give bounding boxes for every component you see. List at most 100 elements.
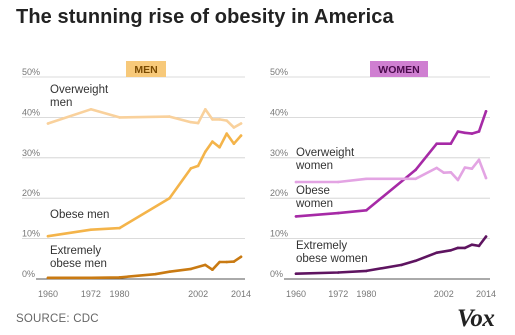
data-point <box>414 259 417 263</box>
data-point <box>168 196 171 200</box>
x-tick-label: 1980 <box>356 289 376 299</box>
data-point <box>470 132 474 135</box>
y-tick-label: 0% <box>22 269 35 279</box>
series-label-line: Obese <box>296 185 330 197</box>
data-point <box>211 140 214 143</box>
y-tick-label: 20% <box>22 188 40 198</box>
data-point <box>294 180 298 184</box>
data-point <box>189 267 193 271</box>
data-point <box>336 180 340 184</box>
data-point <box>211 118 214 121</box>
data-point <box>294 215 298 218</box>
data-point <box>211 268 214 272</box>
data-point <box>89 108 93 111</box>
series-label: Obese women <box>295 185 333 210</box>
data-point <box>189 120 193 124</box>
data-point <box>365 209 368 212</box>
chart-title: The stunning rise of obesity in America <box>16 6 394 28</box>
x-tick-label: 1960 <box>38 289 58 299</box>
y-tick-label: 10% <box>270 229 288 239</box>
series-label-line: women <box>295 160 333 172</box>
y-tick-label: 50% <box>22 67 40 77</box>
data-point <box>294 272 298 276</box>
series-line <box>46 108 243 129</box>
data-point <box>365 269 368 273</box>
data-point <box>435 166 439 170</box>
y-tick-label: 20% <box>270 188 288 198</box>
data-point <box>232 260 236 263</box>
data-point <box>218 146 221 149</box>
data-point <box>463 166 467 169</box>
series-label: Overweight men <box>50 84 109 109</box>
y-tick-label: 30% <box>270 148 288 158</box>
series-label-line: Overweight <box>296 147 355 159</box>
series-label-line: women <box>295 198 333 210</box>
data-point <box>232 142 236 145</box>
series-label-line: obese men <box>50 258 107 270</box>
data-point <box>204 108 207 111</box>
series-line <box>46 132 243 238</box>
panel-badge <box>126 61 166 77</box>
data-point <box>477 244 481 248</box>
y-tick-label: 40% <box>270 107 288 117</box>
x-tick-label: 1972 <box>328 289 348 299</box>
data-point <box>46 122 50 125</box>
data-point <box>239 255 243 259</box>
x-tick-label: 1980 <box>109 289 129 299</box>
series-line <box>294 158 488 184</box>
data-point <box>239 122 243 125</box>
y-tick-label: 30% <box>22 148 40 158</box>
y-tick-label: 50% <box>270 67 288 77</box>
data-point <box>400 263 403 267</box>
data-point <box>218 118 221 121</box>
data-point <box>470 167 474 170</box>
data-point <box>118 226 121 230</box>
data-point <box>449 171 453 174</box>
y-tick-label: 10% <box>22 229 40 239</box>
data-point <box>168 115 171 118</box>
series-label: Extremely obese women <box>296 240 368 265</box>
data-point <box>456 246 460 250</box>
x-tick-label: 2014 <box>231 289 251 299</box>
data-point <box>456 178 460 182</box>
data-point <box>168 270 171 274</box>
data-point <box>204 263 207 267</box>
y-tick-label: 40% <box>22 107 40 117</box>
x-tick-label: 2002 <box>434 289 454 299</box>
panel-women: 0% 10% 20% 30% 40% 50% 1960 1972 1980 2002 2014 WOM… <box>270 61 496 299</box>
data-point <box>218 260 221 264</box>
data-point <box>118 116 121 119</box>
panel-men: 0% 10% 20% 30% 40% 50% 1960 1972 1980 2002 2014 MEN… <box>22 61 251 299</box>
data-point <box>414 168 417 172</box>
x-tick-label: 1960 <box>286 289 306 299</box>
panel-badge <box>370 61 428 77</box>
data-point <box>463 131 467 135</box>
series-label-line: Extremely <box>50 245 101 257</box>
data-point <box>442 171 446 174</box>
panel-badge-label: MEN <box>134 64 157 76</box>
data-point <box>484 235 488 238</box>
panel-badge-label: WOMEN <box>378 64 419 76</box>
x-tick-label: 2002 <box>188 289 208 299</box>
series-label-line: Extremely <box>296 240 347 252</box>
x-tick-label: 1972 <box>81 289 101 299</box>
data-point <box>449 249 453 252</box>
data-point <box>89 276 93 280</box>
data-point <box>477 158 481 162</box>
data-point <box>470 243 474 246</box>
series-label-line: Overweight <box>50 84 109 96</box>
data-point <box>484 176 488 180</box>
data-point <box>435 251 439 254</box>
data-point <box>196 164 200 168</box>
data-point <box>435 142 439 145</box>
series-label-line: Obese men <box>50 209 109 221</box>
data-point <box>118 276 121 279</box>
data-point <box>225 132 228 135</box>
data-point <box>463 246 467 250</box>
data-point <box>232 126 236 129</box>
series-label: Overweight women <box>295 147 355 172</box>
data-point <box>456 130 460 133</box>
series-label: Obese men <box>50 209 109 221</box>
y-tick-label: 0% <box>270 269 283 279</box>
